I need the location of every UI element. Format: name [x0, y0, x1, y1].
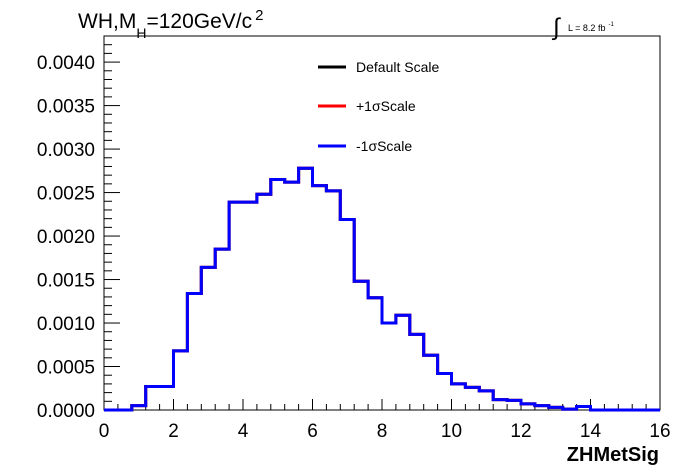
x-tick-label: 14	[580, 421, 602, 442]
x-tick-label: 4	[238, 421, 249, 442]
y-tick-label: 0.0015	[37, 271, 95, 292]
lumi-label: L = 8.2 fb -1	[568, 22, 614, 33]
y-tick-label: 0.0030	[37, 140, 95, 161]
x-tick-label: 0	[99, 421, 110, 442]
x-tick-label: 2	[168, 421, 179, 442]
y-tick-label: 0.0005	[37, 358, 95, 379]
series-line-1	[104, 166, 660, 412]
y-tick-labels: 0.0000 0.0005 0.0010 0.0015 0.0020 0.0025 0.00…	[37, 53, 95, 422]
x-tick-labels: 0 2 4 6 8 10 12 14 16	[99, 421, 671, 442]
x-tick-label: 8	[377, 421, 388, 442]
y-tick-label: 0.0035	[37, 97, 95, 118]
y-tick-label: 0.0010	[37, 314, 95, 335]
plot-frame	[103, 35, 661, 411]
x-tick-label: 10	[441, 421, 462, 442]
series-line-2	[104, 166, 660, 412]
legend: Default Scale +1σScale -1σScale	[318, 59, 439, 154]
x-tick-label: 16	[649, 421, 670, 442]
series-line-0	[104, 166, 660, 412]
legend-entry: -1σScale	[356, 138, 412, 154]
x-tick-label: 12	[510, 421, 531, 442]
axis-ticks	[103, 35, 661, 411]
y-tick-label: 0.0020	[37, 227, 95, 248]
lumi-integral-sign: ∫	[551, 14, 561, 41]
legend-entry: +1σScale	[356, 98, 416, 114]
y-tick-label: 0.0025	[37, 184, 95, 205]
y-tick-label: 0.0040	[37, 53, 95, 74]
legend-entry: Default Scale	[356, 59, 439, 75]
chart-title: WH,MH=120GeV/c 2	[78, 7, 263, 41]
y-tick-label: 0.0000	[37, 401, 95, 422]
x-tick-label: 6	[307, 421, 318, 442]
series-group	[104, 166, 660, 412]
x-axis-label: ZHMetSig	[567, 444, 659, 466]
